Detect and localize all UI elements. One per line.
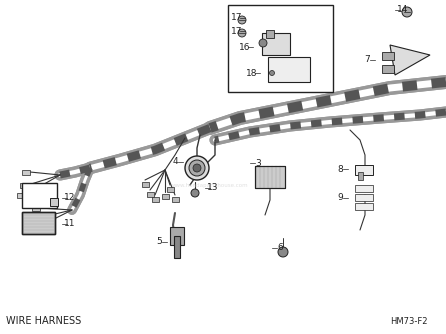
- Bar: [172, 196, 178, 201]
- Bar: [22, 212, 55, 234]
- Polygon shape: [390, 45, 430, 75]
- Bar: [355, 165, 373, 175]
- Bar: [255, 166, 285, 188]
- Circle shape: [191, 189, 199, 197]
- Circle shape: [238, 16, 246, 24]
- Bar: [268, 57, 310, 82]
- Text: 11: 11: [64, 219, 76, 228]
- Bar: [22, 212, 55, 234]
- Bar: [255, 166, 285, 188]
- Text: 5: 5: [156, 237, 162, 246]
- Circle shape: [402, 7, 412, 17]
- Text: 12: 12: [64, 193, 76, 202]
- Bar: [146, 191, 153, 196]
- Bar: [141, 181, 149, 186]
- Bar: [32, 205, 40, 210]
- Bar: [20, 182, 28, 187]
- Bar: [382, 65, 394, 73]
- Text: HM73-F2: HM73-F2: [390, 317, 428, 326]
- Text: 9: 9: [337, 193, 343, 202]
- Text: 18: 18: [246, 68, 258, 77]
- Bar: [170, 227, 184, 245]
- Text: 17: 17: [231, 13, 243, 22]
- Circle shape: [193, 164, 201, 172]
- Circle shape: [278, 247, 288, 257]
- Text: 14: 14: [397, 5, 409, 14]
- Bar: [50, 198, 58, 206]
- Bar: [262, 33, 290, 55]
- Bar: [228, 5, 333, 92]
- Bar: [174, 236, 180, 258]
- Circle shape: [259, 39, 267, 47]
- Bar: [152, 196, 158, 201]
- Bar: [355, 203, 373, 210]
- Text: 16: 16: [239, 42, 251, 51]
- Bar: [166, 186, 173, 191]
- Circle shape: [189, 160, 205, 176]
- Text: 13: 13: [207, 183, 219, 192]
- Text: WIRE HARNESS: WIRE HARNESS: [6, 316, 81, 326]
- Circle shape: [185, 156, 209, 180]
- Bar: [266, 30, 274, 38]
- Text: www.hondapartshouse.com: www.hondapartshouse.com: [172, 182, 248, 187]
- Text: 6: 6: [277, 243, 283, 253]
- Bar: [358, 172, 363, 180]
- Circle shape: [269, 70, 274, 75]
- Circle shape: [238, 29, 246, 37]
- Text: 17: 17: [231, 26, 243, 35]
- Bar: [22, 183, 57, 208]
- Bar: [161, 193, 169, 198]
- Bar: [355, 185, 373, 192]
- Bar: [17, 192, 25, 197]
- Text: 8: 8: [337, 165, 343, 173]
- Text: 7: 7: [364, 55, 370, 64]
- Bar: [382, 52, 394, 60]
- Text: 3: 3: [255, 159, 261, 167]
- Bar: [355, 194, 373, 201]
- Text: 4: 4: [172, 158, 178, 167]
- Bar: [28, 225, 36, 230]
- Bar: [22, 169, 30, 174]
- Bar: [30, 215, 38, 220]
